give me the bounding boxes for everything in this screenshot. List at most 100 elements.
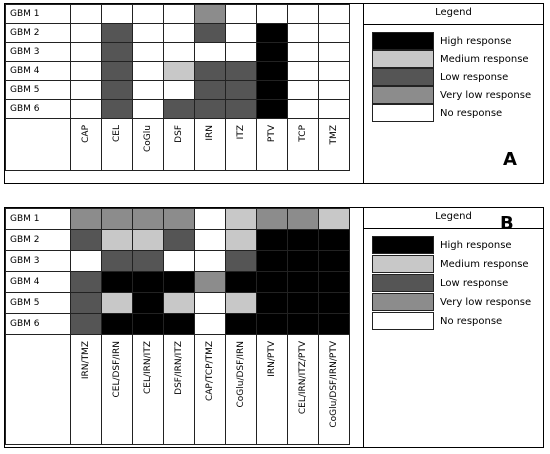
legend-swatch [372,293,434,311]
response-cell [101,250,133,272]
response-cell [70,23,102,43]
response-cell [256,23,288,43]
column-label-cell: CoGlu/DSF/IRN [225,334,257,445]
table-row: GBM 5 [5,292,350,314]
column-label-cell: CEL/IRN/ITZ [132,334,164,445]
response-cell [70,229,102,251]
response-cell [70,292,102,314]
column-label: CoGlu [143,125,153,152]
response-cell [318,292,350,314]
response-cell [256,42,288,62]
column-label: PTV [267,125,277,143]
response-cell [194,42,226,62]
column-label-cell: CoGlu [132,118,164,171]
legend-swatch [372,104,434,122]
column-label: IRN [205,125,215,141]
response-cell [132,23,164,43]
column-label: CEL/DSF/IRN [112,341,122,398]
legend-label: No response [440,315,503,327]
column-label-row: CAP CEL CoGlu DSF IRN ITZ PTV TCP TMZ [5,118,350,171]
response-cell [70,61,102,81]
legend-swatch [372,68,434,86]
column-label-cell: TMZ [318,118,350,171]
response-cell [163,4,195,24]
table-row: GBM 1 [5,4,350,24]
column-label: CoGlu/DSF/IRN [236,341,246,408]
table-row: GBM 6 [5,313,350,335]
response-cell [163,42,195,62]
response-cell [70,4,102,24]
response-cell [194,271,226,293]
legend-item: No response [372,312,502,330]
response-cell [163,61,195,81]
row-label: GBM 2 [5,23,71,43]
legend-swatch [372,312,434,330]
response-cell [287,42,319,62]
column-label: CEL/IRN/ITZ/PTV [298,341,308,415]
legend-item: High response [372,32,512,50]
response-cell [318,42,350,62]
response-cell [287,229,319,251]
response-cell [318,271,350,293]
response-cell [132,61,164,81]
response-cell [225,229,257,251]
legend-item: Medium response [372,255,529,273]
table-row: GBM 3 [5,250,350,272]
column-label: DSF [174,125,184,143]
column-label: DSF/IRN/ITZ [174,341,184,395]
response-cell [256,4,288,24]
response-cell [163,80,195,100]
response-cell [287,250,319,272]
response-cell [70,271,102,293]
response-cell [194,292,226,314]
response-cell [101,99,133,119]
column-label-cell: CAP [70,118,102,171]
response-cell [70,208,102,230]
response-cell [70,99,102,119]
legend-label: Medium response [440,258,529,270]
response-cell [163,271,195,293]
response-cell [132,42,164,62]
response-cell [194,23,226,43]
legend-item: Very low response [372,86,531,104]
legend-title: Legend [435,7,472,18]
response-cell [225,292,257,314]
legend-divider [364,228,543,229]
response-cell [70,313,102,335]
response-cell [287,99,319,119]
legend-swatch [372,32,434,50]
legend: Legend High response Medium response Low re… [363,4,543,183]
legend-label: High response [440,35,512,47]
panel-b: GBM 1 GBM 2 GBM 3 GBM 4 GBM 5 GBM 6 IRN/TMZ CEL… [4,207,544,448]
column-label-cell: TCP [287,118,319,171]
response-cell [256,292,288,314]
response-cell [101,313,133,335]
table-row: GBM 3 [5,42,350,62]
column-label-cell: CoGlu/DSF/IRN/PTV [318,334,350,445]
response-cell [287,208,319,230]
row-label: GBM 5 [5,292,71,314]
row-label: GBM 1 [5,208,71,230]
response-cell [318,250,350,272]
response-cell [318,313,350,335]
column-label: CAP [81,125,91,143]
response-cell [256,250,288,272]
legend-swatch [372,236,434,254]
column-label: TMZ [329,125,339,145]
row-label: GBM 1 [5,4,71,24]
table-row: GBM 4 [5,271,350,293]
row-label: GBM 6 [5,99,71,119]
response-grid: GBM 1 GBM 2 GBM 3 GBM 4 GBM 5 GBM 6 IRN/TMZ CEL… [5,208,350,445]
response-cell [225,271,257,293]
response-cell [287,271,319,293]
response-cell [132,80,164,100]
response-cell [194,229,226,251]
legend-swatch [372,86,434,104]
response-cell [70,42,102,62]
response-cell [256,80,288,100]
response-cell [318,80,350,100]
response-cell [101,208,133,230]
row-label: GBM 2 [5,229,71,251]
column-label: CEL/IRN/ITZ [143,341,153,395]
legend-label: High response [440,239,512,251]
